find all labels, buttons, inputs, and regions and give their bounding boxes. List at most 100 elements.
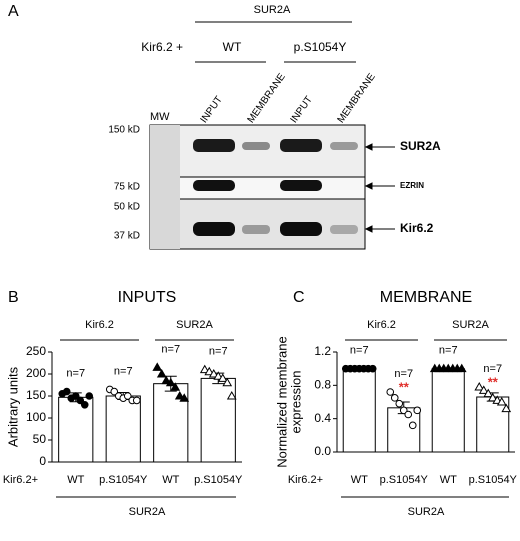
bar [200,377,236,463]
significance: ** [399,379,410,394]
data-point [222,377,233,387]
x-tick-label: WT [67,474,84,486]
n-label: n=7 [209,346,228,358]
panel-label: A [8,3,19,20]
band-label: Kir6.2 [400,221,434,235]
y-tick-label: 0 [39,454,46,468]
panel-label: C [293,289,305,306]
band-label: SUR2A [400,139,441,153]
panel-label: B [8,289,19,306]
data-point [179,393,190,402]
row-label: Kir6.2+ [3,474,38,486]
data-point [404,410,413,419]
data-point [71,392,80,400]
y-tick-label: 150 [26,388,46,402]
data-point [85,392,94,400]
group-label: Kir6.2 [367,319,396,331]
mw-label: 37 kD [114,231,140,242]
x-tick-label: p.S1054Y [194,474,243,486]
mw-label: 50 kD [114,202,140,213]
data-point [62,387,71,396]
data-point [226,390,237,400]
data-point [395,399,404,408]
y-tick-label: 0.8 [314,378,331,392]
bar [58,396,94,463]
data-point [390,394,399,402]
lane-label: MEMBRANE [336,71,378,125]
x-tick-label: p.S1054Y [380,474,429,486]
data-point [80,401,89,409]
data-point [487,392,498,402]
n-label: n=7 [483,363,502,375]
data-point [174,390,185,400]
variant-label: WT [223,40,242,54]
arrows [364,143,395,233]
data-point [165,377,176,387]
bar [153,383,189,463]
n-label: n=7 [439,345,458,357]
y-tick-label: 0.0 [314,444,331,458]
lane-label: INPUT [289,94,315,125]
mw-label: 150 kD [108,125,140,136]
n-label: n=7 [350,345,369,357]
lane-label: INPUT [199,94,225,125]
group-label: SUR2A [176,319,213,331]
data-point [501,403,512,413]
n-label: n=7 [394,368,413,380]
data-point [456,363,467,373]
x-tick-label: WT [162,474,179,486]
y-tick-label: 200 [26,366,46,380]
data-point [208,368,219,378]
y-tick-label: 250 [26,344,46,358]
y-tick-label: 0.4 [314,411,331,425]
data-point [199,364,210,374]
bar [342,368,376,453]
x-tick-label: p.S1054Y [99,474,148,486]
data-point [386,388,395,396]
bottom-label: SUR2A [129,506,166,518]
group-label: Kir6.2 [85,319,114,331]
data-point [413,406,422,415]
n-label: n=7 [114,365,133,377]
band-label: EZRIN [400,181,424,190]
data-point [478,385,489,394]
bar [387,407,421,453]
lane-label: MW [150,111,170,123]
row-label: Kir6.2 + [141,40,183,54]
variant-label: p.S1054Y [294,40,347,54]
row-label: Kir6.2+ [288,474,323,486]
data-point [474,381,485,391]
y-axis-label: Normalized membrane [274,336,289,468]
bar [105,395,141,463]
blot [149,124,366,250]
chart-title: MEMBRANE [380,289,472,306]
y-axis-label: expression [288,371,303,434]
data-point [110,387,119,396]
data-point [399,406,408,415]
chart-title: INPUTS [118,289,177,306]
data-point [204,366,215,376]
significance: ** [488,374,499,389]
construct-label: SUR2A [254,4,291,16]
x-tick-label: p.S1054Y [469,474,518,486]
data-point [161,375,172,385]
bar [431,368,465,453]
y-axis-label: Arbitrary units [5,366,20,447]
data-point [123,392,132,400]
data-point [170,382,181,391]
mw-label: 75 kD [114,182,140,193]
data-point [213,371,224,380]
bar [476,396,510,453]
data-point [217,373,228,382]
y-tick-label: 50 [33,432,47,446]
n-label: n=7 [66,368,85,380]
data-point [496,396,507,406]
x-tick-label: WT [351,474,368,486]
data-point [76,396,85,405]
data-point [368,364,377,373]
bottom-label: SUR2A [408,506,445,518]
data-point [132,396,141,405]
lane-label: MEMBRANE [246,71,288,125]
data-point [156,368,167,378]
